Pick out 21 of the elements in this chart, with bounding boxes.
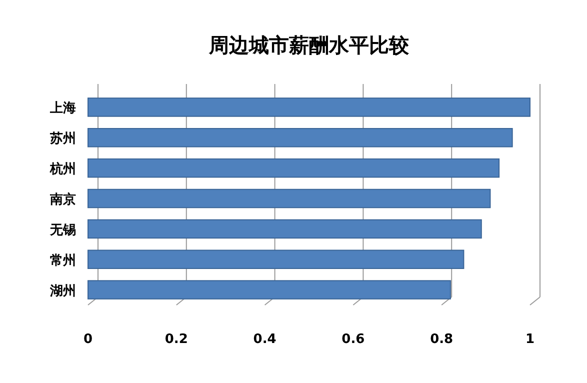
y-tick-label: 无锡 [49,222,76,238]
y-tick-label: 苏州 [49,132,76,147]
chart-title: 周边城市薪酬水平比较 [208,33,410,57]
bar [88,219,482,239]
y-tick-label: 湖州 [49,284,76,299]
x-tick-label: 0 [83,332,93,347]
bar [88,158,500,178]
bar [88,98,530,117]
x-tick-label: 0.8 [430,332,454,347]
x-tick-label: 0.4 [253,332,276,347]
x-tick-label: 0.2 [164,332,188,347]
x-tick-label: 1 [525,332,535,347]
y-tick-label: 上海 [49,101,76,116]
bar [88,250,464,269]
bar [88,188,491,208]
x-tick-label: 0.6 [342,332,365,347]
y-tick-label: 杭州 [49,161,76,178]
y-tick-label: 常州 [50,253,76,268]
y-tick-label: 南京 [49,192,76,208]
bar [88,280,451,300]
bar [88,128,513,148]
